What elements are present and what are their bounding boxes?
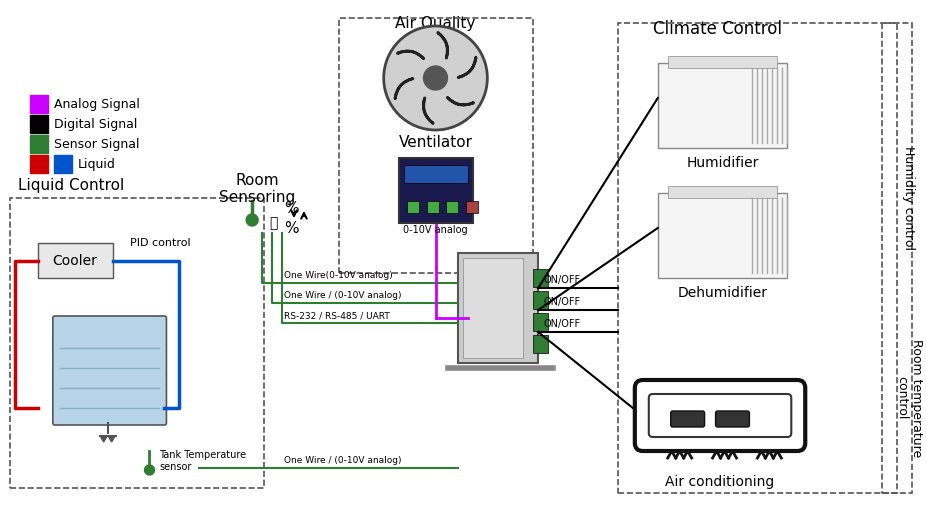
Bar [30, 95, 48, 113]
Circle shape [144, 465, 155, 475]
FancyArrowPatch shape [438, 33, 447, 58]
Text: Climate Control: Climate Control [653, 20, 782, 38]
FancyArrowPatch shape [447, 97, 473, 105]
Text: ON/OFF: ON/OFF [544, 275, 581, 285]
Text: Digital Signal: Digital Signal [54, 118, 137, 131]
Text: RS-232 / RS-485 / UART: RS-232 / RS-485 / UART [284, 311, 390, 320]
Bar [10, 198, 264, 488]
Bar [618, 23, 897, 493]
Text: Air Quality
Control: Air Quality Control [395, 16, 476, 48]
Text: %: % [284, 221, 299, 236]
Text: One Wire(0-10V analog): One Wire(0-10V analog) [284, 271, 393, 280]
Bar [30, 135, 48, 153]
Text: One Wire / (0-10V analog): One Wire / (0-10V analog) [284, 456, 402, 465]
Text: One Wire / (0-10V analog): One Wire / (0-10V analog) [284, 291, 402, 300]
Bar [533, 313, 548, 331]
Text: Room
Sensoring: Room Sensoring [219, 173, 295, 206]
Text: Analog Signal: Analog Signal [54, 97, 140, 110]
Text: ON/OFF: ON/OFF [544, 297, 581, 307]
FancyArrowPatch shape [394, 78, 413, 99]
FancyArrowPatch shape [397, 51, 424, 59]
Text: PID control: PID control [130, 238, 190, 248]
Bar [467, 201, 479, 213]
Bar [398, 158, 473, 223]
Bar [668, 56, 777, 68]
Text: Tank Temperature
sensor: Tank Temperature sensor [159, 450, 246, 472]
Bar [668, 186, 777, 198]
Text: Cooler: Cooler [52, 254, 97, 268]
Text: Liquid: Liquid [78, 157, 116, 170]
FancyBboxPatch shape [635, 380, 806, 451]
Text: Ventilator: Ventilator [398, 135, 472, 150]
Text: %: % [284, 200, 299, 215]
Bar [533, 269, 548, 287]
Circle shape [246, 214, 258, 226]
Bar [30, 155, 48, 173]
Bar [30, 115, 48, 133]
FancyBboxPatch shape [670, 411, 705, 427]
Wedge shape [101, 436, 106, 442]
Circle shape [423, 66, 447, 90]
Bar [54, 155, 71, 173]
Text: Humidity control: Humidity control [903, 146, 916, 250]
Bar [657, 193, 787, 278]
Bar [657, 63, 787, 148]
Text: Dehumidifier: Dehumidifier [678, 286, 768, 300]
Bar [882, 23, 912, 493]
FancyBboxPatch shape [53, 316, 167, 425]
FancyBboxPatch shape [649, 394, 792, 437]
FancyArrowPatch shape [423, 98, 433, 123]
Bar [38, 243, 113, 278]
Bar [427, 201, 439, 213]
Text: Liquid Control: Liquid Control [18, 178, 124, 193]
Bar [463, 258, 523, 358]
Bar [339, 18, 533, 273]
Text: Room temperature
control: Room temperature control [895, 339, 923, 457]
Wedge shape [108, 436, 115, 442]
Text: Air conditioning: Air conditioning [665, 475, 774, 489]
Text: 💧: 💧 [269, 216, 278, 230]
Circle shape [383, 26, 487, 130]
Bar [446, 201, 458, 213]
Bar [533, 291, 548, 309]
Bar [404, 165, 469, 183]
Bar [407, 201, 419, 213]
Text: Humidifier: Humidifier [686, 156, 758, 170]
FancyBboxPatch shape [716, 411, 749, 427]
Text: 0-10V analog: 0-10V analog [403, 225, 468, 235]
Bar [458, 253, 538, 363]
FancyArrowPatch shape [458, 57, 476, 78]
Text: ON/OFF: ON/OFF [544, 319, 581, 329]
Bar [533, 335, 548, 353]
Text: Sensor Signal: Sensor Signal [54, 137, 139, 151]
